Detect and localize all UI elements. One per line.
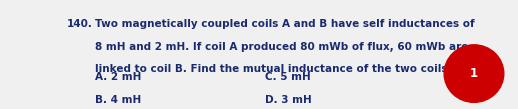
Circle shape bbox=[444, 45, 504, 102]
Text: linked to coil B. Find the mutual inductance of the two coils.: linked to coil B. Find the mutual induct… bbox=[95, 64, 451, 74]
Text: C. 5 mH: C. 5 mH bbox=[266, 72, 311, 82]
Text: 8 mH and 2 mH. If coil A produced 80 mWb of flux, 60 mWb are: 8 mH and 2 mH. If coil A produced 80 mWb… bbox=[95, 42, 468, 52]
Text: B. 4 mH: B. 4 mH bbox=[95, 95, 141, 105]
Text: A. 2 mH: A. 2 mH bbox=[95, 72, 141, 82]
Text: 1: 1 bbox=[470, 67, 478, 80]
Text: 140.: 140. bbox=[67, 19, 93, 29]
Text: D. 3 mH: D. 3 mH bbox=[266, 95, 312, 105]
Text: Two magnetically coupled coils A and B have self inductances of: Two magnetically coupled coils A and B h… bbox=[95, 19, 474, 29]
